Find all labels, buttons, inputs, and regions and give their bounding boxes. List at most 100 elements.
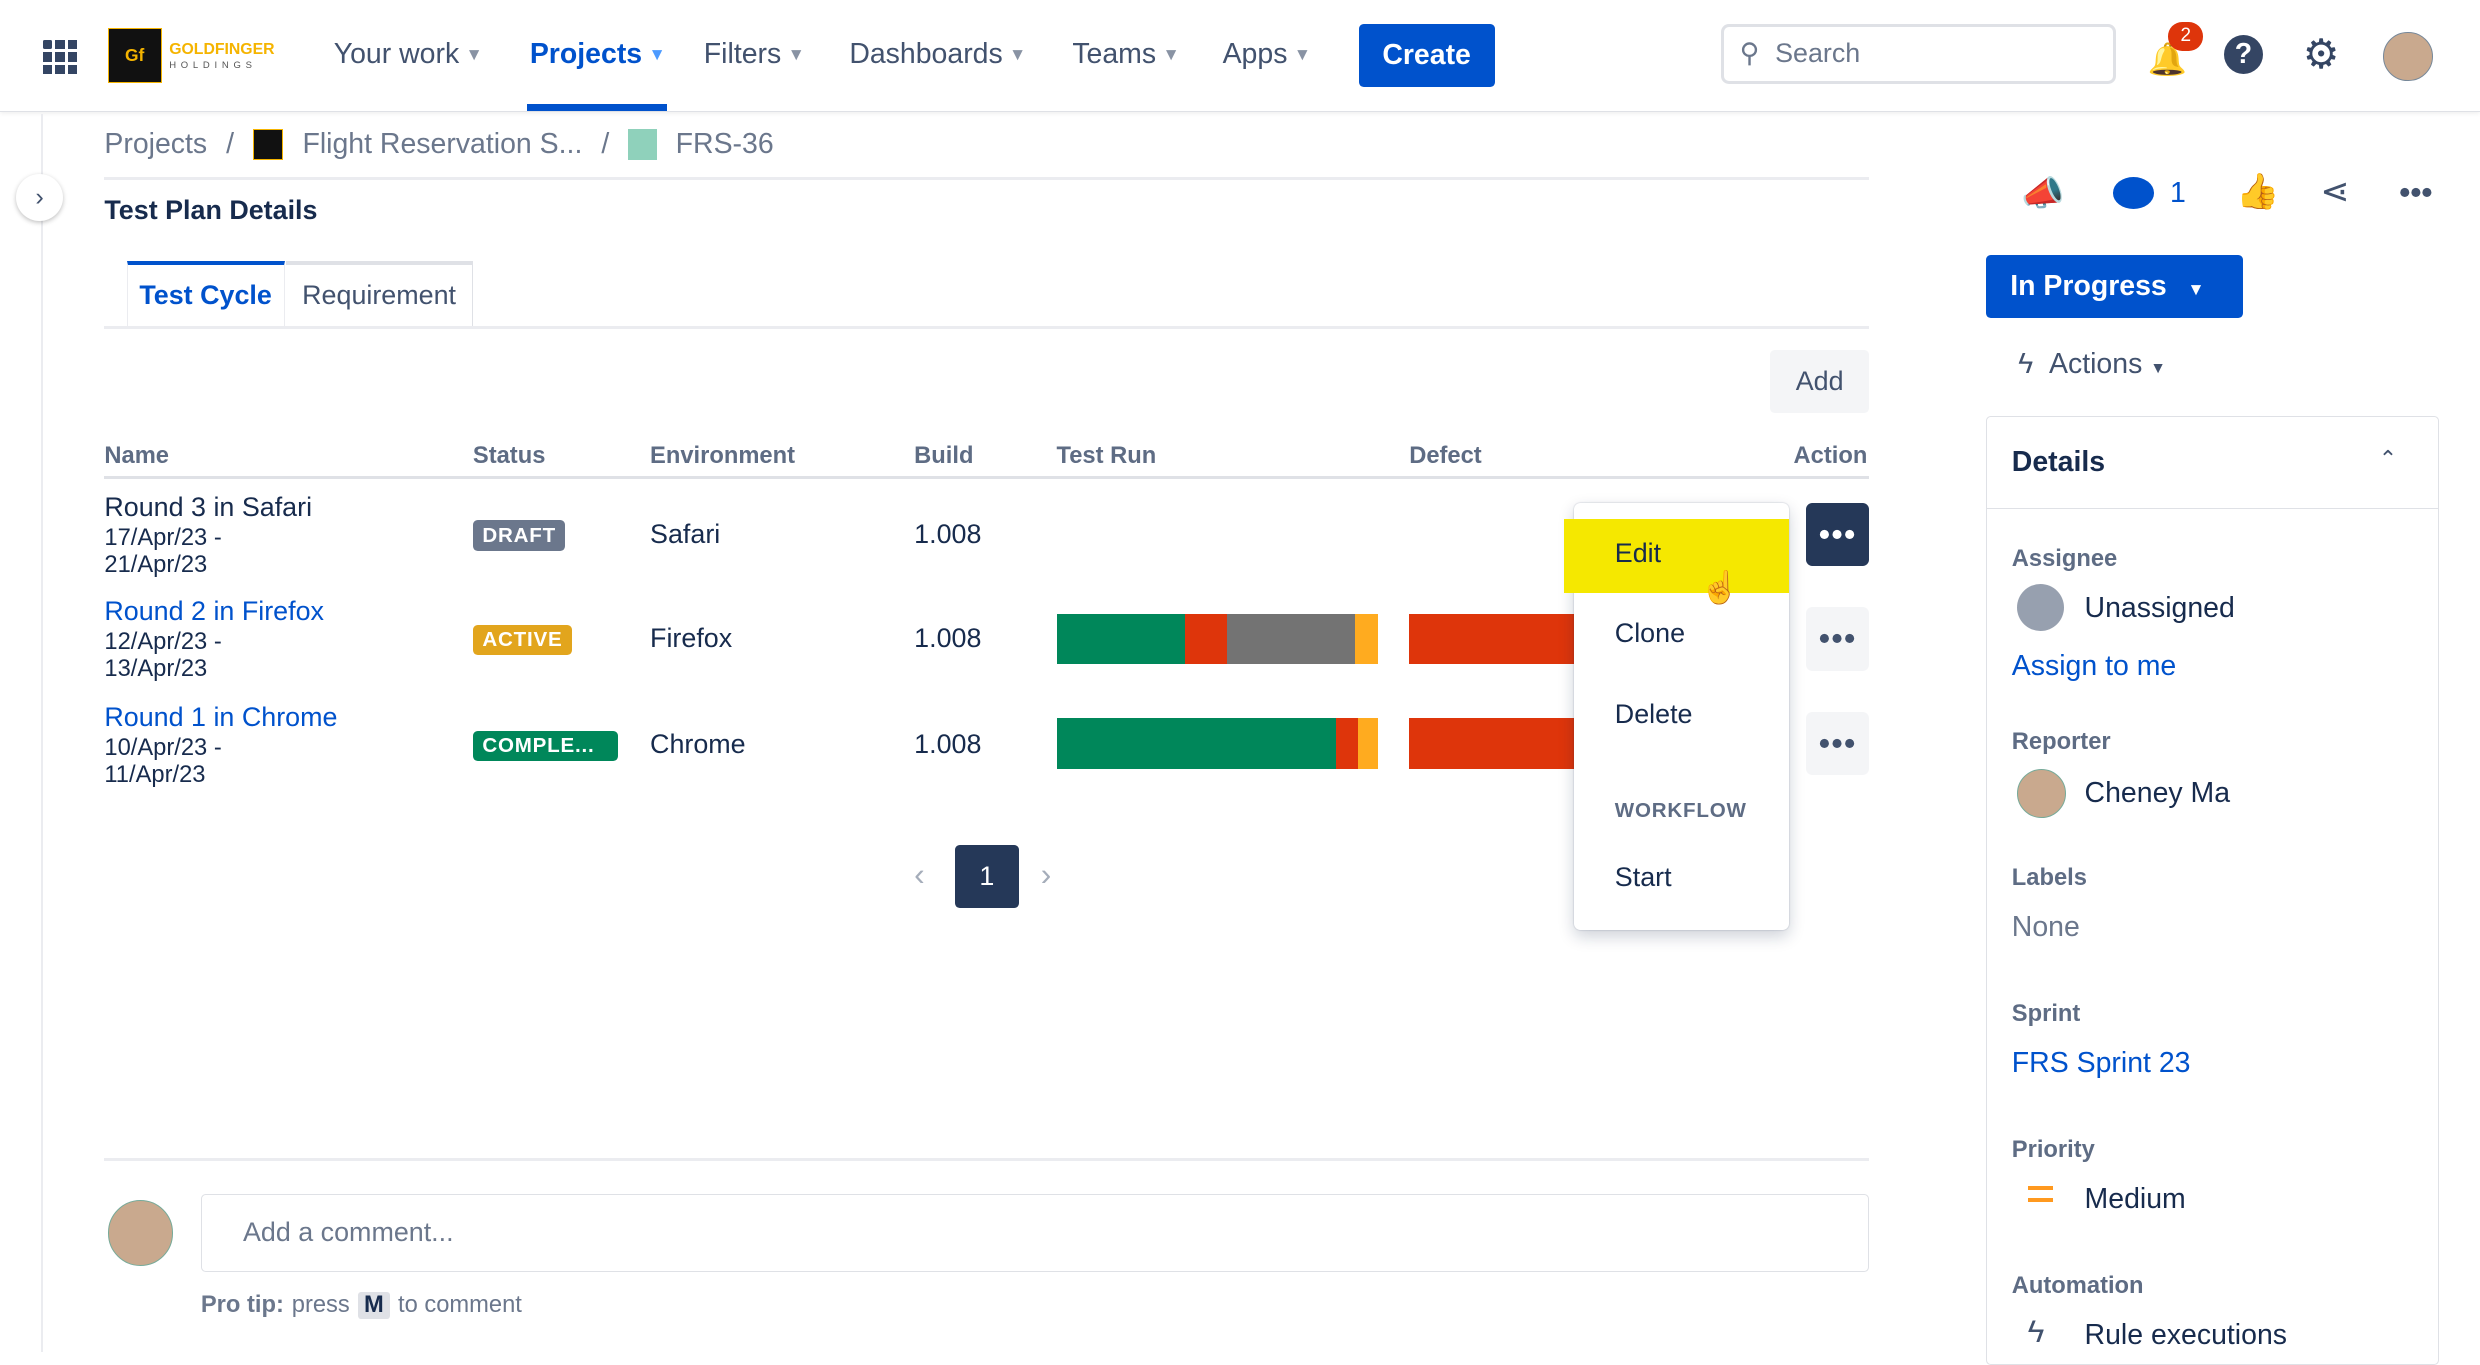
more-icon[interactable]: •••: [2399, 173, 2433, 210]
row-actions-button[interactable]: •••: [1806, 711, 1870, 775]
share-icon[interactable]: ⋖: [2320, 173, 2350, 212]
column-action[interactable]: Action: [1793, 442, 1868, 469]
project-icon: [253, 129, 284, 160]
nav-filters[interactable]: Filters ▼: [704, 38, 805, 71]
nav-label: Teams: [1072, 37, 1157, 70]
chevron-down-icon: ▼: [1009, 43, 1027, 64]
column-build[interactable]: Build: [914, 442, 974, 469]
chevron-down-icon: ▼: [648, 43, 666, 64]
like-icon[interactable]: 👍: [2236, 173, 2280, 212]
settings-icon[interactable]: ⚙: [2302, 31, 2340, 78]
sprint-link[interactable]: FRS Sprint 23: [2011, 1047, 2191, 1080]
menu-group-workflow: WORKFLOW: [1614, 798, 1747, 822]
breadcrumb-projects[interactable]: Projects: [104, 128, 208, 161]
comment-input[interactable]: Add a comment...: [200, 1194, 1870, 1272]
defect-bar[interactable]: [1409, 718, 1584, 769]
tip-text: press: [291, 1292, 350, 1319]
help-icon[interactable]: ?: [2223, 34, 2264, 75]
user-avatar[interactable]: [2383, 31, 2433, 82]
row-actions-menu: Edit ☝ Clone Delete WORKFLOW Start: [1564, 502, 1789, 930]
row-actions-button[interactable]: •••: [1806, 502, 1870, 567]
reporter-label: Reporter: [2011, 729, 2111, 756]
test-run-segment: [1358, 718, 1378, 769]
nav-projects[interactable]: Projects ▼: [530, 38, 666, 71]
cycle-name[interactable]: Round 2 in Firefox: [104, 596, 324, 627]
priority-medium-icon: [2027, 1186, 2053, 1202]
tab-test-cycle[interactable]: Test Cycle: [126, 260, 285, 326]
cycle-name[interactable]: Round 3 in Safari: [104, 491, 313, 522]
column-defect[interactable]: Defect: [1409, 442, 1482, 469]
menu-item-clone[interactable]: Clone: [1614, 618, 1686, 649]
column-environment[interactable]: Environment: [650, 442, 795, 469]
details-header[interactable]: Details: [2011, 446, 2106, 478]
assign-to-me-link[interactable]: Assign to me: [2011, 650, 2177, 683]
previous-page-icon[interactable]: ‹: [914, 855, 925, 892]
chevron-down-icon: ▼: [787, 43, 805, 64]
reporter-avatar: [2016, 768, 2066, 819]
app-switcher-icon[interactable]: [42, 39, 78, 75]
unassigned-avatar-icon: [2016, 583, 2064, 632]
defect-bar[interactable]: [1409, 613, 1584, 665]
status-badge: ACTIVE: [472, 624, 572, 656]
active-nav-indicator: [526, 104, 668, 111]
feedback-megaphone-icon[interactable]: 📣: [2021, 174, 2065, 213]
breadcrumb-issue[interactable]: FRS-36: [675, 128, 774, 161]
column-name[interactable]: Name: [104, 442, 169, 469]
environment: Safari: [650, 518, 721, 549]
create-button[interactable]: Create: [1358, 23, 1495, 87]
reporter-value[interactable]: Cheney Ma: [2084, 776, 2231, 809]
search-input[interactable]: ⚲ Search: [1720, 23, 2117, 84]
breadcrumb-project[interactable]: Flight Reservation S...: [302, 128, 583, 161]
labels-label: Labels: [2011, 865, 2087, 892]
assignee-label: Assignee: [2011, 545, 2118, 572]
watch-eye-icon[interactable]: [2113, 177, 2155, 209]
priority-value[interactable]: Medium: [2084, 1183, 2186, 1216]
nav-label: Projects: [529, 37, 643, 70]
page-1-button[interactable]: 1: [955, 844, 1019, 908]
cycle-dates-end: 13/Apr/23: [104, 656, 208, 683]
lightning-icon: ϟ: [2027, 1312, 2045, 1349]
priority-label: Priority: [2011, 1137, 2095, 1164]
test-run-segment: [1355, 613, 1378, 665]
nav-label: Filters: [703, 37, 782, 70]
search-placeholder: Search: [1775, 38, 1861, 69]
column-status[interactable]: Status: [472, 442, 546, 469]
sprint-label: Sprint: [2011, 1001, 2081, 1028]
environment: Firefox: [650, 623, 733, 654]
top-navigation: [0, 0, 2480, 112]
test-run-bar[interactable]: [1056, 613, 1378, 665]
cycle-dates-end: 11/Apr/23: [104, 762, 206, 789]
next-page-icon[interactable]: ›: [1040, 855, 1052, 892]
labels-value[interactable]: None: [2011, 911, 2080, 943]
cycle-name[interactable]: Round 1 in Chrome: [104, 702, 338, 733]
column-test-run[interactable]: Test Run: [1056, 442, 1157, 469]
chevron-up-icon[interactable]: ⌃: [2378, 446, 2398, 471]
nav-dashboards[interactable]: Dashboards ▼: [849, 38, 1026, 71]
test-run-bar[interactable]: [1056, 718, 1378, 769]
status-badge: DRAFT: [472, 520, 566, 551]
rule-executions-link[interactable]: Rule executions: [2084, 1319, 2287, 1352]
test-run-segment: [1184, 613, 1227, 665]
add-button[interactable]: Add: [1769, 349, 1870, 413]
chevron-down-icon: ▼: [1162, 43, 1180, 64]
logo-icon[interactable]: Gf: [107, 28, 162, 83]
menu-item-edit[interactable]: Edit: [1614, 537, 1662, 568]
nav-your-work[interactable]: Your work ▼: [334, 38, 483, 71]
actions-dropdown[interactable]: ϟ Actions ▼: [2018, 348, 2166, 381]
assignee-value[interactable]: Unassigned: [2084, 591, 2235, 624]
status-dropdown[interactable]: In Progress ▼: [1986, 254, 2243, 318]
nav-label: Apps: [1222, 37, 1288, 70]
nav-teams[interactable]: Teams ▼: [1072, 38, 1179, 71]
chevron-down-icon: ▼: [1293, 43, 1311, 64]
nav-apps[interactable]: Apps ▼: [1223, 38, 1311, 71]
row-actions-button[interactable]: •••: [1806, 607, 1870, 671]
edit-highlight: [1564, 518, 1789, 594]
sidebar-divider: [41, 113, 43, 1353]
expand-sidebar-button[interactable]: ›: [15, 173, 64, 222]
status-badge: COMPLE...: [472, 730, 619, 761]
tab-requirement[interactable]: Requirement: [286, 260, 473, 326]
menu-item-delete[interactable]: Delete: [1614, 699, 1693, 730]
tip-label: Pro tip:: [200, 1292, 284, 1319]
environment: Chrome: [650, 729, 746, 760]
menu-item-start[interactable]: Start: [1614, 861, 1672, 892]
